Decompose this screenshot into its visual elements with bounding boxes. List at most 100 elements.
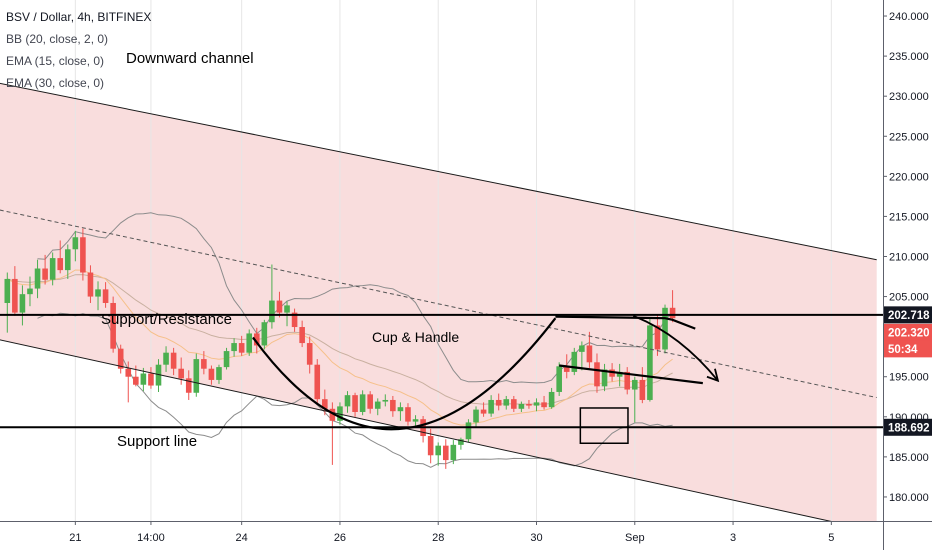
candle-body[interactable] (556, 366, 562, 392)
candle-body[interactable] (526, 403, 532, 406)
candle-body[interactable] (284, 305, 290, 313)
candle-body[interactable] (435, 445, 442, 456)
y-tick-label: 240.000 (889, 11, 929, 23)
candle-body[interactable] (571, 351, 578, 372)
legend-ema30[interactable]: EMA (30, close, 0) (6, 76, 105, 90)
candle-body[interactable] (382, 399, 389, 402)
projection-arrow (632, 314, 719, 382)
candle-body[interactable] (87, 272, 94, 297)
candle-body[interactable] (140, 373, 147, 385)
highlight-box (579, 407, 629, 445)
candle-body[interactable] (480, 409, 487, 414)
candle-body[interactable] (473, 409, 479, 423)
candle-body[interactable] (125, 368, 132, 377)
candle-body[interactable] (208, 368, 215, 380)
candle-body[interactable] (246, 333, 253, 353)
candle-body[interactable] (102, 289, 109, 303)
candle-body[interactable] (64, 249, 71, 271)
candle-body[interactable] (34, 268, 41, 289)
candle-body[interactable] (80, 237, 86, 273)
candle-body[interactable] (261, 322, 268, 346)
candle-body[interactable] (586, 345, 593, 363)
candle-body[interactable] (95, 289, 101, 297)
candle-body[interactable] (322, 399, 328, 409)
candle-body[interactable] (276, 300, 283, 313)
candle-body[interactable] (405, 407, 411, 422)
candle-body[interactable] (458, 439, 464, 445)
candle-body[interactable] (4, 278, 11, 303)
candle-body[interactable] (133, 376, 139, 385)
candle-body[interactable] (155, 364, 162, 386)
candle-body[interactable] (314, 364, 321, 400)
candle-body[interactable] (238, 343, 245, 353)
candle-body[interactable] (548, 391, 555, 408)
candle-body[interactable] (669, 307, 676, 319)
candle-body[interactable] (616, 371, 623, 377)
legend-bb[interactable]: BB (20, close, 2, 0) (6, 32, 109, 46)
candle-body[interactable] (624, 371, 631, 390)
candle-body[interactable] (117, 348, 124, 369)
candle-body[interactable] (12, 278, 18, 313)
candle-body[interactable] (337, 406, 343, 421)
candle-body[interactable] (223, 351, 230, 368)
candle-body[interactable] (306, 343, 313, 365)
candle-body[interactable] (253, 333, 260, 346)
candle-body[interactable] (639, 379, 646, 400)
candle-body[interactable] (374, 401, 381, 409)
candle-body[interactable] (193, 359, 200, 393)
candle-body[interactable] (359, 394, 366, 412)
candle-body[interactable] (654, 325, 661, 350)
legend-ema15[interactable]: EMA (15, close, 0) (6, 54, 105, 68)
candle-body[interactable] (27, 288, 33, 295)
candle-body[interactable] (662, 307, 668, 350)
candle-body[interactable] (57, 258, 64, 271)
legend-symbol[interactable]: BSV / Dollar, 4h, BITFINEX (6, 10, 152, 24)
candle-body[interactable] (563, 366, 570, 372)
candle-body[interactable] (488, 399, 494, 414)
candle-body[interactable] (216, 367, 222, 380)
candle-body[interactable] (49, 258, 56, 280)
candle-body[interactable] (148, 373, 154, 386)
candle-body[interactable] (533, 402, 540, 406)
candle-body[interactable] (110, 302, 116, 349)
candle-body[interactable] (511, 399, 517, 409)
candle-body[interactable] (163, 352, 169, 365)
candle-body[interactable] (269, 300, 275, 323)
candle-body[interactable] (594, 362, 600, 387)
candle-body[interactable] (72, 237, 79, 250)
candle-body[interactable] (291, 312, 298, 328)
candle-body[interactable] (329, 408, 336, 421)
candle-body[interactable] (495, 399, 502, 406)
candle-body[interactable] (299, 327, 305, 344)
candle-body[interactable] (397, 407, 404, 412)
candle-body[interactable] (631, 379, 638, 390)
candle-body[interactable] (185, 378, 192, 393)
candle-body[interactable] (450, 444, 457, 461)
candle-body[interactable] (344, 395, 351, 407)
candle-body[interactable] (579, 345, 585, 352)
x-tick-label: 21 (69, 532, 81, 544)
price-badge-level (884, 306, 932, 324)
candle-body[interactable] (609, 369, 615, 377)
candle-body[interactable] (427, 436, 434, 456)
candle-body[interactable] (442, 445, 449, 461)
candle-body[interactable] (541, 402, 547, 408)
candle-body[interactable] (465, 422, 472, 440)
candle-body[interactable] (231, 343, 237, 352)
candle-body[interactable] (647, 325, 653, 400)
candle-body[interactable] (201, 359, 207, 369)
candle-body[interactable] (518, 403, 525, 409)
candle-body[interactable] (170, 352, 177, 369)
candle-body[interactable] (367, 394, 373, 409)
candle-body[interactable] (42, 268, 48, 280)
y-tick-label: 180.000 (889, 492, 929, 504)
candle-body[interactable] (412, 419, 419, 422)
candle-body[interactable] (352, 395, 358, 412)
candle-body[interactable] (178, 368, 184, 379)
price-labels: 202.718 202.320 50:34 188.692 (884, 306, 932, 436)
candle-body[interactable] (503, 399, 510, 406)
candle-body[interactable] (19, 294, 26, 313)
candle-body[interactable] (390, 399, 396, 412)
candle-body[interactable] (601, 369, 608, 387)
